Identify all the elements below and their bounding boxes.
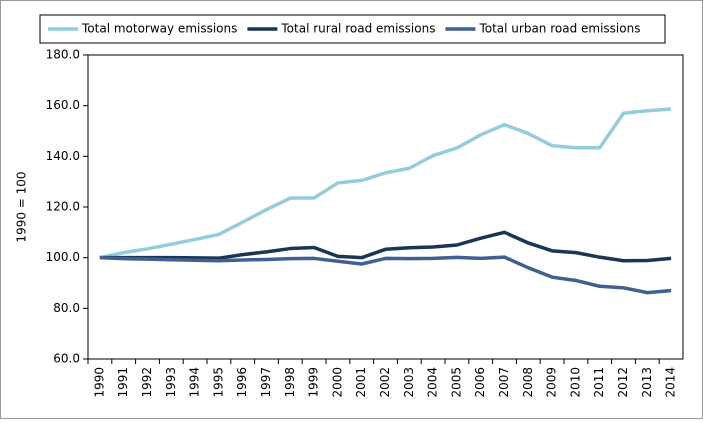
x-tick-label: 2005 — [449, 367, 463, 398]
x-tick-label: 1998 — [283, 367, 297, 398]
x-tick-label: 1999 — [307, 367, 321, 398]
x-tick-label: 1996 — [235, 367, 249, 398]
y-tick-label: 80.0 — [53, 301, 80, 315]
x-tick-label: 1994 — [188, 367, 202, 398]
x-tick-label: 1993 — [164, 367, 178, 398]
x-tick-label: 2001 — [354, 367, 368, 398]
y-tick-label: 160.0 — [46, 98, 80, 112]
legend-label: Total urban road emissions — [478, 22, 640, 36]
x-tick-label: 2010 — [568, 367, 582, 398]
x-tick-label: 1992 — [140, 367, 154, 398]
x-tick-label: 2004 — [426, 367, 440, 398]
x-tick-label: 1997 — [259, 367, 273, 398]
y-tick-label: 100.0 — [46, 250, 80, 264]
series-line — [99, 107, 672, 260]
x-tick-label: 2012 — [616, 367, 630, 398]
x-tick-label: 2003 — [402, 367, 416, 398]
legend-label: Total motorway emissions — [81, 22, 237, 36]
x-tick-label: 2011 — [592, 367, 606, 398]
series-line — [99, 255, 672, 295]
y-axis-label: 1990 = 100 — [15, 171, 29, 242]
y-tick-label: 60.0 — [53, 352, 80, 366]
y-tick-label: 120.0 — [46, 200, 80, 214]
legend-box — [39, 14, 666, 44]
x-tick-label: 2009 — [545, 367, 559, 398]
series-line — [99, 230, 672, 263]
y-tick-label: 180.0 — [46, 48, 80, 62]
y-tick-label: 140.0 — [46, 149, 80, 163]
x-tick-label: 2014 — [664, 367, 678, 398]
x-tick-label: 2002 — [378, 367, 392, 398]
x-tick-label: 2007 — [497, 367, 511, 398]
x-tick-label: 2000 — [330, 367, 344, 398]
legend-label: Total rural road emissions — [280, 22, 435, 36]
x-tick-label: 2006 — [473, 367, 487, 398]
x-tick-label: 1990 — [92, 367, 106, 398]
x-tick-label: 1991 — [116, 367, 130, 398]
x-tick-label: 2013 — [640, 367, 654, 398]
x-tick-label: 2008 — [521, 367, 535, 398]
x-tick-label: 1995 — [211, 367, 225, 398]
